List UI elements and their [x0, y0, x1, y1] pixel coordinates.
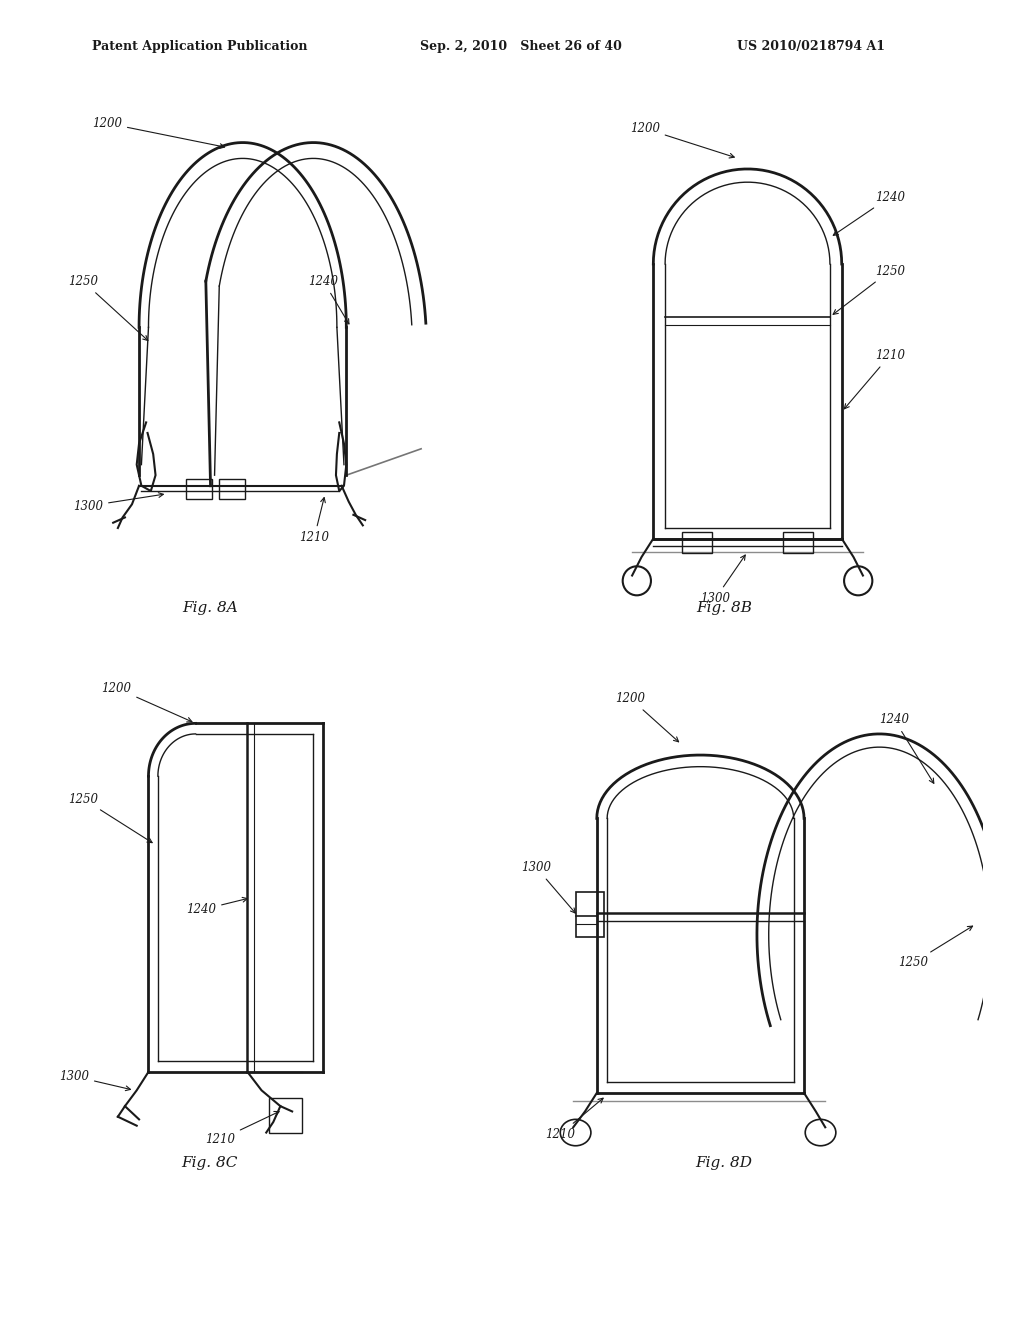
Text: 1250: 1250 — [834, 264, 904, 314]
Bar — [682, 532, 713, 553]
Text: 1200: 1200 — [615, 692, 679, 742]
Bar — [575, 892, 604, 937]
Text: US 2010/0218794 A1: US 2010/0218794 A1 — [737, 40, 886, 53]
Text: Fig. 8D: Fig. 8D — [695, 1156, 753, 1170]
Text: 1210: 1210 — [845, 348, 904, 409]
Text: 1240: 1240 — [308, 275, 349, 323]
Text: 1240: 1240 — [834, 190, 904, 235]
Text: 1300: 1300 — [73, 492, 164, 512]
Text: 1300: 1300 — [700, 556, 745, 605]
Bar — [268, 1098, 301, 1133]
Text: Sep. 2, 2010   Sheet 26 of 40: Sep. 2, 2010 Sheet 26 of 40 — [420, 40, 622, 53]
Text: 1200: 1200 — [630, 121, 734, 158]
Text: 1300: 1300 — [521, 861, 575, 913]
Text: 1200: 1200 — [101, 681, 191, 722]
Text: Fig. 8A: Fig. 8A — [182, 602, 238, 615]
Bar — [782, 532, 813, 553]
Text: Fig. 8B: Fig. 8B — [696, 602, 752, 615]
Text: 1210: 1210 — [545, 1098, 603, 1140]
Text: 1250: 1250 — [69, 275, 147, 341]
Bar — [186, 479, 212, 499]
Text: 1250: 1250 — [69, 792, 153, 842]
Bar — [219, 479, 245, 499]
Text: Patent Application Publication: Patent Application Publication — [92, 40, 307, 53]
Text: 1210: 1210 — [205, 1111, 280, 1146]
Text: 1300: 1300 — [59, 1069, 130, 1090]
Text: 1210: 1210 — [299, 498, 329, 544]
Text: 1200: 1200 — [92, 116, 224, 148]
Text: Fig. 8C: Fig. 8C — [181, 1156, 238, 1170]
Text: 1250: 1250 — [898, 927, 973, 969]
Text: 1240: 1240 — [186, 898, 247, 916]
Text: 1240: 1240 — [880, 713, 934, 783]
